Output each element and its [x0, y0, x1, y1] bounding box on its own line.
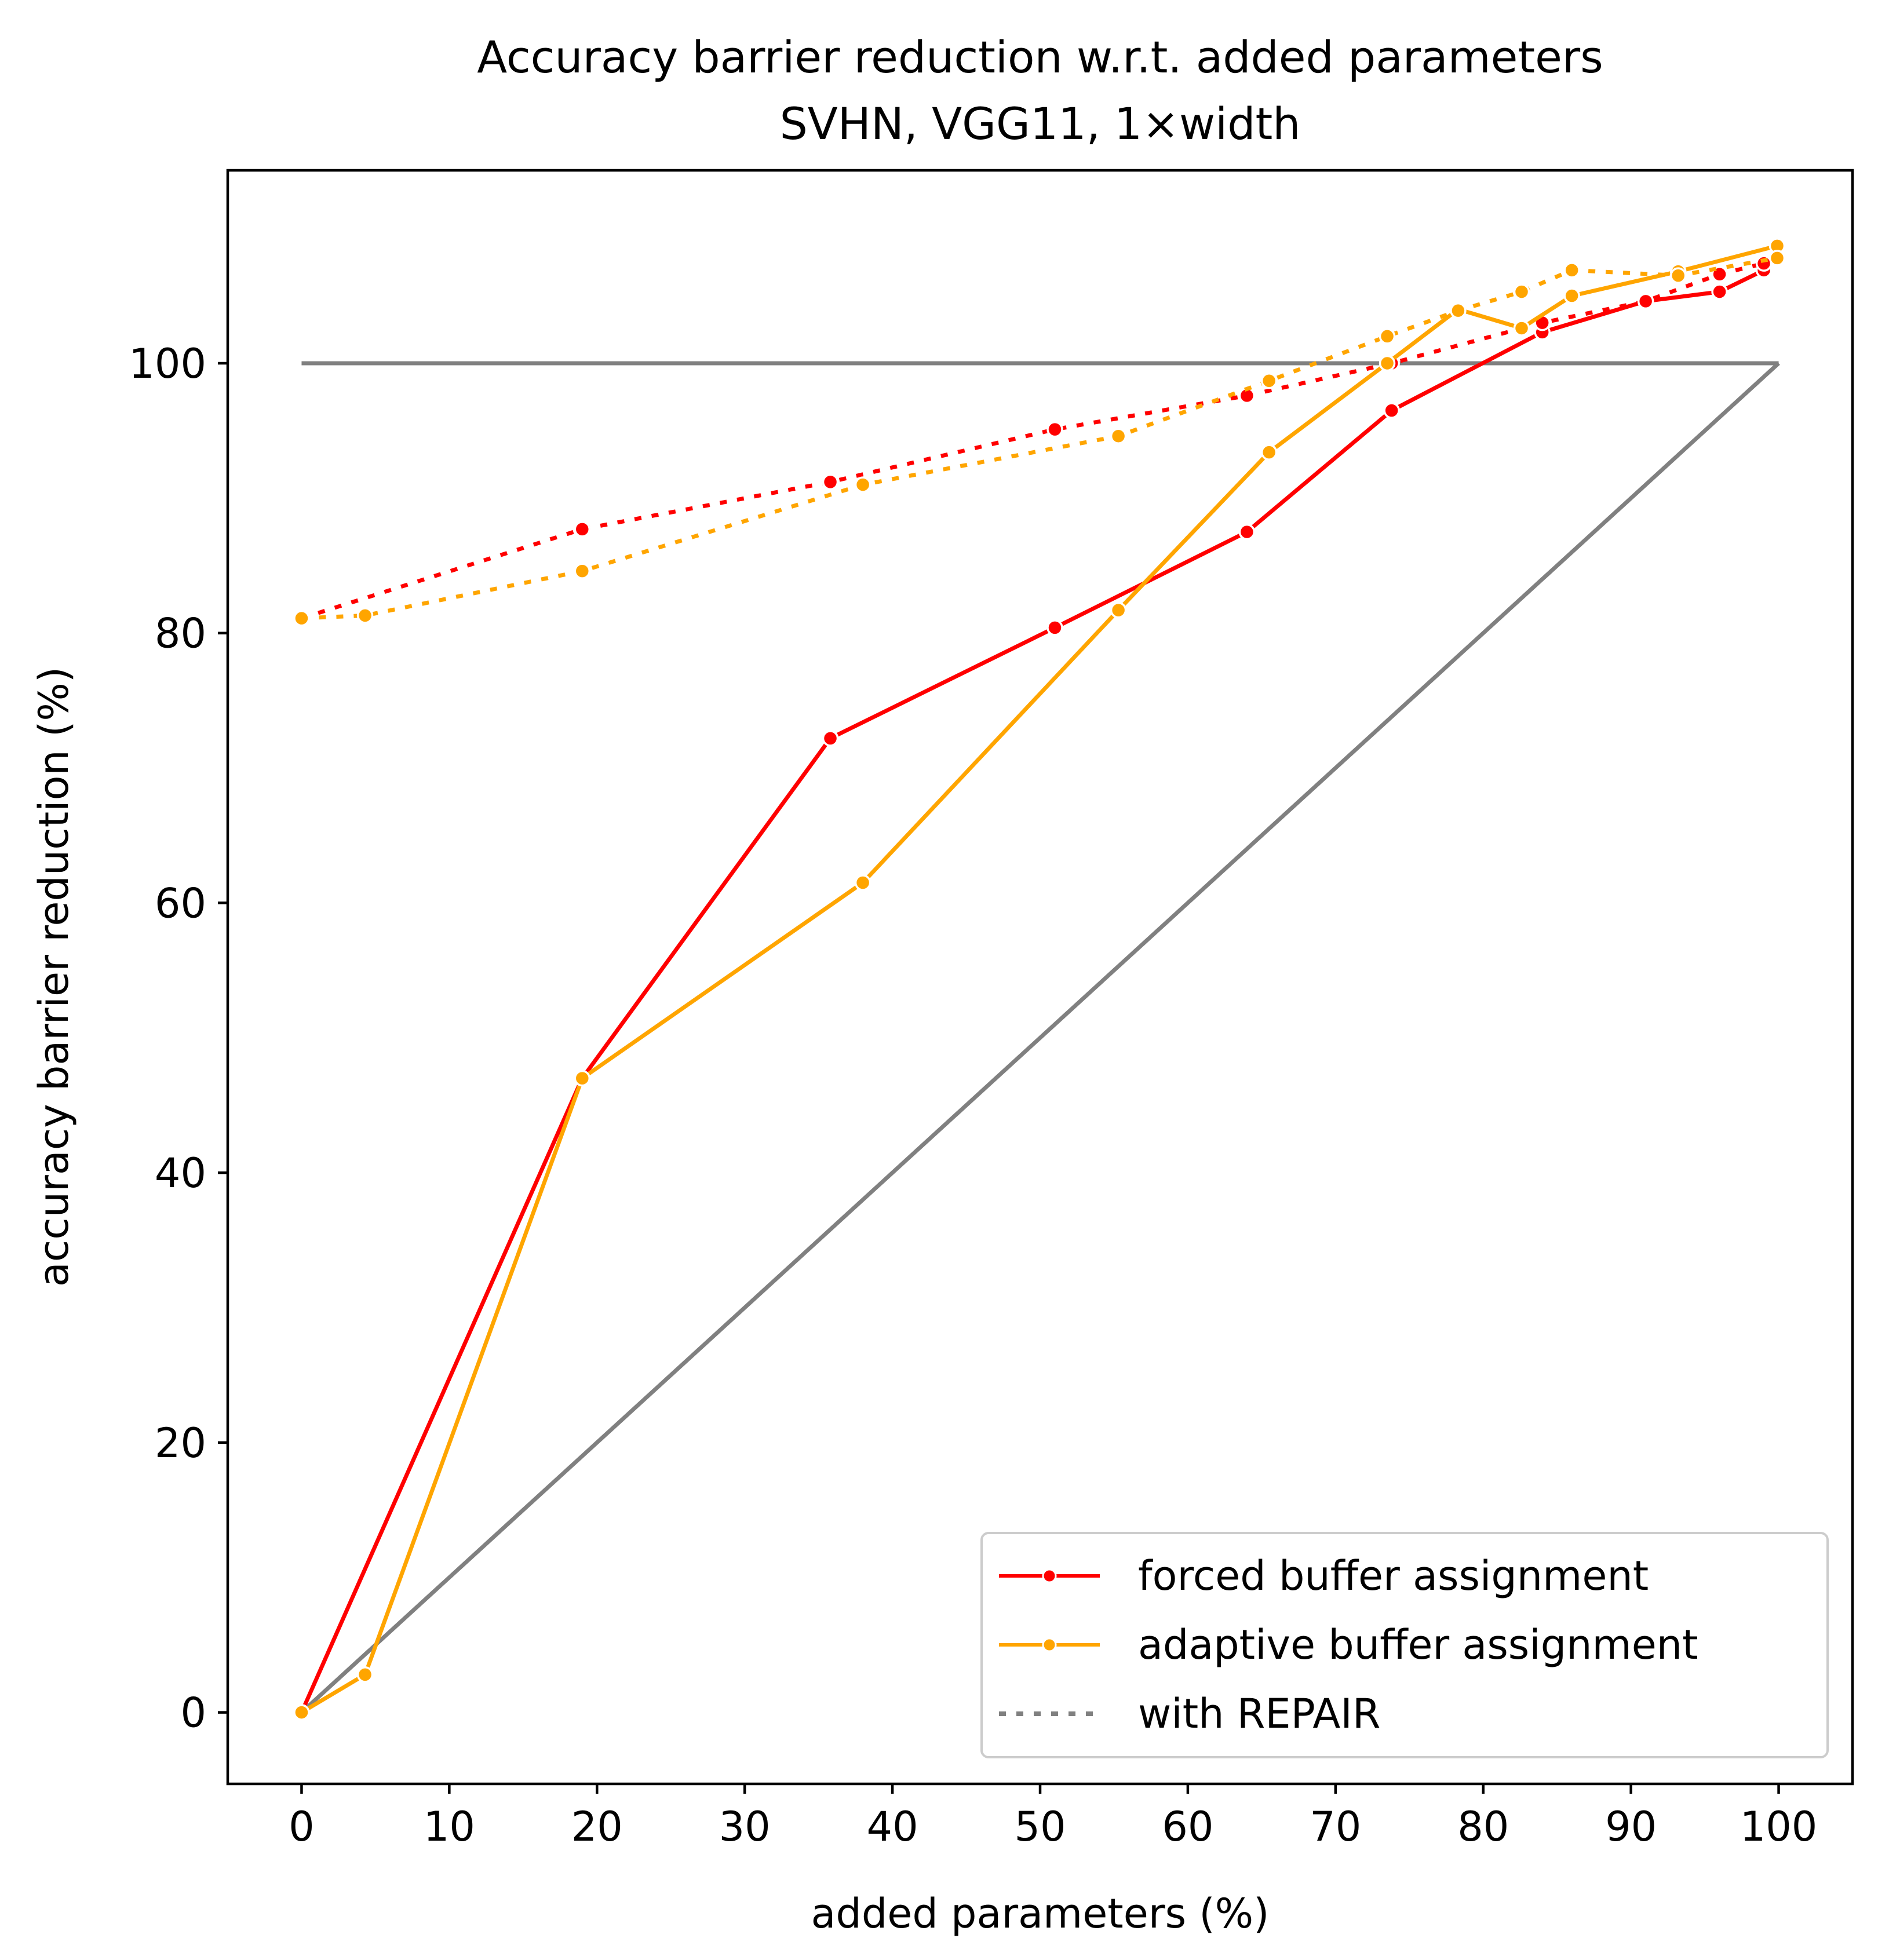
- series-line-0: [300, 268, 1765, 1714]
- series-2: [293, 238, 1786, 1721]
- data-point: [1711, 283, 1728, 300]
- data-point: [1669, 267, 1687, 284]
- x-tick-label: 40: [867, 1803, 918, 1850]
- legend: forced buffer assignment adaptive buffer…: [980, 1532, 1829, 1758]
- y-axis-ticks: 0 20 40 60 80 100: [129, 340, 228, 1737]
- legend-frame: [980, 1532, 1829, 1758]
- data-point: [1379, 328, 1396, 345]
- data-point: [1046, 619, 1063, 636]
- data-point: [854, 476, 871, 493]
- data-point: [1110, 601, 1127, 619]
- y-tick-label: 40: [155, 1149, 206, 1197]
- data-point: [574, 521, 591, 538]
- reference-lines: [300, 361, 1780, 1714]
- x-tick-label: 30: [719, 1803, 771, 1850]
- data-point: [1513, 283, 1530, 300]
- data-point: [822, 730, 839, 747]
- data-point: [1637, 293, 1654, 310]
- x-tick-label: 0: [289, 1803, 315, 1850]
- x-tick-label: 70: [1310, 1803, 1361, 1850]
- legend-repair-label: with REPAIR: [1138, 1690, 1381, 1738]
- data-point: [356, 607, 374, 624]
- x-tick-label: 50: [1014, 1803, 1066, 1850]
- chart-subtitle: SVHN, VGG11, 1×width: [780, 98, 1301, 149]
- y-tick-label: 0: [180, 1689, 206, 1737]
- series-line-3: [301, 256, 1778, 621]
- series-layer: [293, 238, 1786, 1721]
- data-point: [1563, 262, 1580, 279]
- x-tick-label: 100: [1740, 1803, 1818, 1850]
- reference-line-1: [300, 362, 1780, 1714]
- data-point: [1260, 373, 1278, 389]
- data-point: [1768, 250, 1786, 267]
- data-point: [1450, 302, 1467, 319]
- x-tick-label: 60: [1162, 1803, 1213, 1850]
- x-axis-ticks: 0 10 20 30 40 50 60 70 80 90 100: [289, 1784, 1817, 1850]
- legend-adaptive-label: adaptive buffer assignment: [1138, 1621, 1698, 1669]
- series-line-2: [300, 244, 1778, 1714]
- series-3: [293, 250, 1786, 627]
- data-point: [1260, 444, 1278, 461]
- legend-forced-marker: [1042, 1568, 1057, 1583]
- x-tick-label: 90: [1605, 1803, 1657, 1850]
- y-tick-label: 20: [155, 1419, 206, 1467]
- x-tick-label: 20: [571, 1803, 623, 1850]
- y-tick-label: 80: [155, 610, 206, 658]
- data-point: [1238, 523, 1256, 541]
- series-line-1: [301, 261, 1764, 621]
- data-point: [1379, 355, 1396, 372]
- data-point: [1563, 287, 1580, 304]
- data-point: [293, 609, 310, 627]
- legend-forced-label: forced buffer assignment: [1138, 1552, 1649, 1600]
- y-tick-label: 60: [155, 879, 206, 927]
- legend-adaptive-marker: [1042, 1637, 1057, 1652]
- x-tick-label: 10: [424, 1803, 475, 1850]
- data-point: [293, 1704, 310, 1721]
- x-tick-label: 80: [1457, 1803, 1509, 1850]
- data-point: [1513, 320, 1530, 337]
- data-point: [1110, 428, 1127, 444]
- data-point: [822, 473, 839, 491]
- data-point: [854, 874, 871, 891]
- data-point: [356, 1666, 374, 1683]
- data-point: [1046, 421, 1063, 438]
- y-axis-label: accuracy barrier reduction (%): [30, 667, 78, 1287]
- data-point: [1383, 402, 1400, 419]
- chart-title: Accuracy barrier reduction w.r.t. added …: [477, 31, 1603, 83]
- y-tick-label: 100: [129, 340, 206, 388]
- x-axis-label: added parameters (%): [811, 1890, 1270, 1937]
- data-point: [574, 1070, 591, 1087]
- data-point: [574, 563, 591, 579]
